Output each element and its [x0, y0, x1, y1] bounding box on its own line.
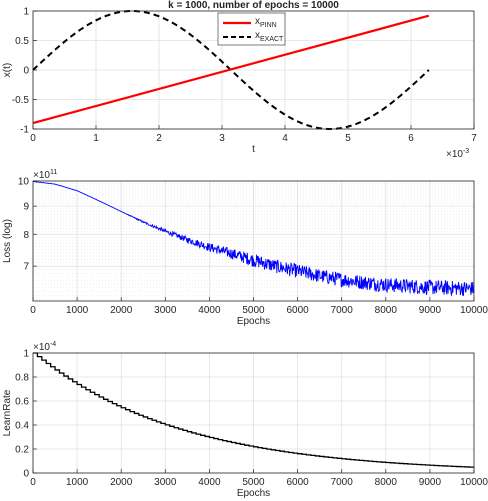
x-tick-label: 4000 [198, 305, 221, 316]
x-tick-label: 7000 [331, 477, 354, 488]
x-tick-label: 6000 [286, 477, 309, 488]
y-tick-label: 0 [23, 469, 29, 480]
x-tick-label: 7000 [331, 305, 354, 316]
x-tick-label: 0 [30, 305, 36, 316]
legend-pinn-sub: PINN [260, 22, 277, 29]
x-tick-label: 1 [93, 133, 99, 144]
y-exponent-base: ×10 [33, 342, 50, 353]
y-axis-label: Loss (log) [2, 219, 13, 263]
x-tick-label: 4000 [198, 477, 221, 488]
y-tick-label: 7 [23, 262, 29, 273]
y-tick-label: -1 [20, 125, 29, 136]
y-tick-label: 0.8 [15, 373, 29, 384]
x-tick-label: 5000 [242, 477, 265, 488]
legend-pinn-label: xPINN [255, 16, 277, 29]
legend-pinn-name: x [255, 16, 260, 27]
y-tick-label: 10 [18, 177, 30, 188]
x-tick-label: 9000 [419, 305, 442, 316]
axes-1: 0 1 2 3 4 5 6 7 -1 -0.5 0 0.5 1 t x(t) ×10-3 k = 1000, n… [2, 0, 477, 160]
y-tick-label: 0.2 [15, 445, 29, 456]
x-tick-label: 2000 [110, 477, 133, 488]
x-tick-label: 5 [345, 133, 351, 144]
y-tick-label: 0 [23, 66, 29, 77]
axes-2: 0 1000 2000 3000 4000 5000 6000 7000 8000 9000 100… [2, 169, 488, 327]
y-tick-label: 0.4 [15, 421, 29, 432]
x-tick-label: 4 [282, 133, 288, 144]
x-exponent-label: ×10-3 [446, 148, 469, 160]
x-tick-label: 0 [30, 133, 36, 144]
y-axis-label: LearnRate [2, 389, 13, 436]
x-axis-label: Epochs [237, 316, 270, 327]
x-tick-label: 8000 [375, 305, 398, 316]
x-tick-label: 2 [156, 133, 162, 144]
x-tick-label: 6000 [286, 305, 309, 316]
y-exponent-label: ×10-4 [33, 341, 56, 353]
series-pinn-line [32, 14, 430, 125]
x-tick-label: 3 [219, 133, 225, 144]
legend-exact-sub: EXACT [260, 36, 284, 43]
legend-exact-label: xEXACT [255, 30, 284, 43]
x-exponent-base: ×10 [446, 149, 463, 160]
y-tick-label: 0.6 [15, 397, 29, 408]
x-tick-label: 3000 [154, 477, 177, 488]
x-tick-label: 2000 [110, 305, 133, 316]
y-tick-label: 8 [23, 230, 29, 241]
x-tick-label: 1000 [66, 305, 89, 316]
y-exponent-label: ×1011 [33, 169, 57, 181]
x-tick-label: 0 [30, 477, 36, 488]
series-loss-line [32, 181, 475, 297]
y-exponent-power: -4 [50, 341, 56, 348]
legend-exact-name: x [255, 30, 260, 41]
y-axis-label: x(t) [2, 63, 13, 77]
legend-box [217, 12, 286, 46]
y-exponent-base: ×10 [33, 170, 50, 181]
x-tick-label: 1000 [66, 477, 89, 488]
axes-3: 0 1000 2000 3000 4000 5000 6000 7000 8000 9000 100… [2, 341, 488, 499]
x-tick-label: 10000 [460, 477, 488, 488]
chart-title: k = 1000, number of epochs = 10000 [168, 0, 339, 11]
y-tick-label: 9 [23, 202, 29, 213]
y-exponent-power: 11 [50, 169, 57, 176]
y-tick-label: 1 [23, 7, 29, 18]
x-tick-label: 3000 [154, 305, 177, 316]
x-tick-label: 7 [471, 133, 477, 144]
x-tick-label: 5000 [242, 305, 265, 316]
series-learnrate-line [33, 352, 475, 468]
x-axis-label: t [252, 144, 255, 155]
x-tick-label: 9000 [419, 477, 442, 488]
x-tick-label: 6 [408, 133, 414, 144]
y-tick-label: 1 [23, 349, 29, 360]
x-exponent-power: -3 [463, 148, 469, 155]
x-axis-label: Epochs [237, 488, 270, 499]
x-tick-label: 10000 [460, 305, 488, 316]
x-tick-label: 8000 [375, 477, 398, 488]
y-tick-label: -0.5 [12, 95, 30, 106]
y-tick-label: 0.5 [15, 36, 29, 47]
